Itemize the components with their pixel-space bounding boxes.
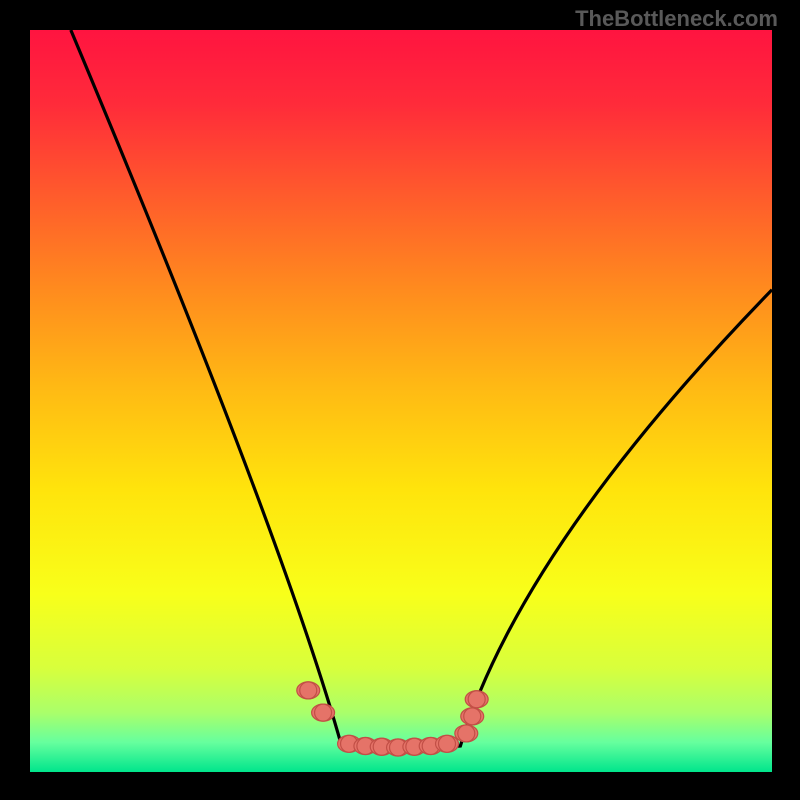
chart-svg bbox=[30, 30, 772, 772]
plot-area bbox=[30, 30, 772, 772]
watermark-text: TheBottleneck.com bbox=[575, 6, 778, 32]
marker-point bbox=[461, 708, 484, 725]
marker-point bbox=[465, 691, 488, 708]
marker-point bbox=[436, 735, 459, 752]
marker-point bbox=[312, 704, 335, 721]
marker-point bbox=[297, 682, 320, 699]
marker-point bbox=[455, 725, 478, 742]
stage: TheBottleneck.com bbox=[0, 0, 800, 800]
